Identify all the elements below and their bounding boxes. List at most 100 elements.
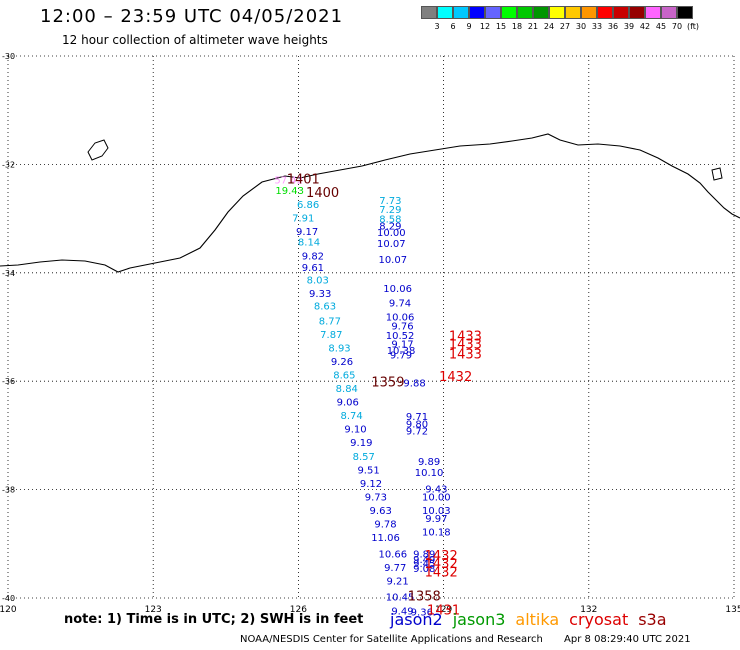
- wave-height-label: 10.45: [386, 593, 415, 604]
- color-swatch: [581, 6, 597, 19]
- color-swatch: [469, 6, 485, 19]
- time-label: 1433: [449, 330, 482, 345]
- lon-tick-label: 129: [435, 605, 452, 615]
- wave-height-label: 9.63: [370, 506, 392, 517]
- wave-height-label: 8.65: [333, 370, 355, 381]
- time-label: 1400: [306, 186, 339, 201]
- satellite-legend-s3a: s3a: [638, 610, 667, 629]
- wave-height-label: 9.73: [365, 492, 387, 503]
- wave-height-label: 8.58: [379, 214, 401, 225]
- lon-tick-label: 132: [580, 605, 597, 615]
- wave-height-label: 9.78: [374, 520, 396, 531]
- color-swatch: [517, 6, 533, 19]
- color-scale-label: 33: [591, 22, 603, 31]
- color-scale-label: 45: [655, 22, 667, 31]
- color-swatch: [485, 6, 501, 19]
- observation-layer: 57.4219.436.867.919.178.149.829.618.039.…: [274, 175, 450, 618]
- color-swatch: [677, 6, 693, 19]
- wave-height-label: 9.76: [391, 322, 413, 333]
- color-swatch: [501, 6, 517, 19]
- map-title: 12:00 – 23:59 UTC 04/05/2021: [40, 6, 344, 27]
- color-scale-bar: [421, 6, 693, 19]
- wave-height-label: 8.63: [314, 302, 336, 313]
- wave-height-label: 9.77: [384, 563, 406, 574]
- color-swatch: [661, 6, 677, 19]
- time-label: 1359: [371, 376, 404, 391]
- lon-tick-label: 120: [0, 605, 17, 615]
- wave-height-label: 10.06: [383, 284, 412, 295]
- wave-height-label: 8.14: [298, 238, 320, 249]
- map-subtitle: 12 hour collection of altimeter wave hei…: [62, 33, 328, 47]
- wave-height-label: 9.88: [403, 379, 425, 390]
- color-swatch: [453, 6, 469, 19]
- wave-height-label: 8.74: [341, 411, 363, 422]
- time-label: 1433: [449, 347, 482, 362]
- wave-height-label: 9.72: [406, 426, 428, 437]
- wave-height-label: 9.10: [344, 425, 366, 436]
- wave-height-label: 7.73: [379, 196, 401, 207]
- wave-height-label: 7.29: [379, 205, 401, 216]
- wave-height-label: 9.17: [391, 340, 413, 351]
- footer: NOAA/NESDIS Center for Satellite Applica…: [240, 634, 709, 645]
- time-label: 1358: [408, 590, 441, 605]
- wave-height-label: 9.49: [413, 555, 435, 566]
- wave-height-label: 9.43: [425, 484, 447, 495]
- wave-height-label: 9.36: [411, 607, 433, 618]
- wave-height-label: 9.89: [413, 549, 435, 560]
- wave-height-label: 10.00: [422, 492, 451, 503]
- lat-tick-label: -38: [2, 486, 15, 495]
- color-swatch: [549, 6, 565, 19]
- wave-height-label: 8.29: [379, 221, 401, 232]
- wave-height-label: 9.26: [331, 357, 353, 368]
- time-label: 1432: [425, 557, 458, 572]
- wave-height-label: 9.61: [302, 263, 324, 274]
- wave-height-label: 7.87: [320, 330, 342, 341]
- wave-height-label: 19.43: [275, 186, 304, 197]
- color-swatch: [613, 6, 629, 19]
- color-scale-label: 15: [495, 22, 507, 31]
- satellite-legend-altika: altika: [515, 610, 560, 629]
- satellite-legend-cryosat: cryosat: [569, 610, 629, 629]
- wave-height-label: 10.07: [377, 239, 406, 250]
- color-scale-label: 42: [639, 22, 651, 31]
- color-swatch: [533, 6, 549, 19]
- island: [87, 139, 109, 161]
- wave-height-label: 9.21: [386, 576, 408, 587]
- lat-tick-label: -40: [2, 594, 15, 603]
- lon-tick-label: 123: [145, 605, 162, 615]
- note-legend: note: 1) Time is in UTC; 2) SWH is in fe…: [64, 612, 363, 627]
- wave-height-label: 9.08: [413, 564, 435, 575]
- color-scale-label: (ft): [686, 22, 700, 31]
- wave-height-label: 10.52: [386, 331, 415, 342]
- coastline: [0, 133, 740, 273]
- time-label: 1432: [425, 565, 458, 580]
- color-scale-label: 24: [543, 22, 555, 31]
- color-swatch: [421, 6, 437, 19]
- satellite-legend-jason2: jason2: [390, 610, 443, 629]
- wave-height-label: 9.12: [360, 479, 382, 490]
- wave-height-label: 11.06: [371, 533, 400, 544]
- time-label: 1401: [287, 172, 320, 187]
- wave-height-label: 8.57: [353, 452, 375, 463]
- satellite-legend-jason3: jason3: [452, 610, 506, 629]
- lat-tick-label: -34: [2, 269, 15, 278]
- footer-org: NOAA/NESDIS Center for Satellite Applica…: [240, 634, 543, 645]
- time-label: 1432: [439, 370, 472, 385]
- wave-height-label: 10.38: [387, 346, 416, 357]
- wave-height-label: 9.80: [406, 419, 428, 430]
- lon-tick-label: 135: [725, 605, 740, 615]
- wave-height-label: 10.18: [422, 528, 451, 539]
- note-text: note: 1) Time is in UTC; 2) SWH is in fe…: [64, 612, 364, 627]
- wave-height-label: 9.71: [406, 412, 428, 423]
- color-swatch: [629, 6, 645, 19]
- wave-height-label: 8.03: [307, 276, 329, 287]
- wave-height-label: 10.06: [386, 312, 415, 323]
- time-label: 1431: [427, 603, 460, 618]
- wave-height-label: 7.91: [292, 213, 314, 224]
- wave-height-label: 8.93: [328, 343, 350, 354]
- time-label: 1432: [425, 549, 458, 564]
- color-scale-label: 21: [527, 22, 539, 31]
- wave-height-label: 10.66: [378, 549, 407, 560]
